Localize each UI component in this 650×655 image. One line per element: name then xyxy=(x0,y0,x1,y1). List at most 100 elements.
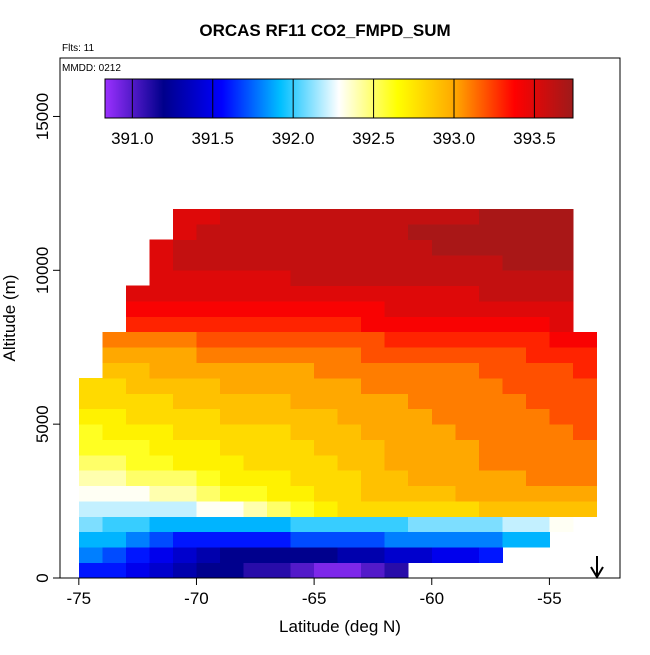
heatmap-cell xyxy=(125,531,150,548)
heatmap-cell xyxy=(149,362,174,379)
heatmap-cell xyxy=(243,239,268,256)
heatmap-cell xyxy=(314,270,339,287)
heatmap-cell xyxy=(361,285,386,302)
heatmap-cell xyxy=(196,485,221,502)
heatmap-cell xyxy=(431,501,456,517)
heatmap-cell xyxy=(384,224,409,240)
heatmap-cell xyxy=(220,516,244,533)
heatmap-cell xyxy=(455,378,480,394)
heatmap-cell xyxy=(572,485,597,502)
heatmap-cell xyxy=(220,254,244,271)
heatmap-cell xyxy=(384,270,409,287)
heatmap-cell xyxy=(455,439,480,456)
heatmap-cell xyxy=(384,285,409,302)
heatmap-cell xyxy=(455,485,480,502)
heatmap-cell xyxy=(267,531,291,548)
heatmap-cell xyxy=(243,208,268,225)
heatmap-cell xyxy=(455,239,480,256)
heatmap-cell xyxy=(220,378,244,394)
heatmap-cell xyxy=(549,239,574,256)
heatmap-cell xyxy=(196,362,221,379)
heatmap-cell xyxy=(384,378,409,394)
heatmap-cell xyxy=(431,224,456,240)
heatmap-cell xyxy=(290,393,315,410)
heatmap-cell xyxy=(125,393,150,410)
heatmap-cell xyxy=(102,501,127,517)
heatmap-cell xyxy=(408,301,433,317)
heatmap-cell xyxy=(337,408,362,425)
heatmap-cell xyxy=(314,208,339,225)
colorbar-tick-label: 391.5 xyxy=(191,129,234,148)
heatmap-cell xyxy=(525,316,550,333)
heatmap-cell xyxy=(172,254,197,271)
heatmap-cell xyxy=(455,224,480,240)
heatmap-cell xyxy=(549,485,574,502)
heatmap-cell xyxy=(267,301,291,317)
heatmap-cell xyxy=(502,378,527,394)
heatmap-cell xyxy=(196,562,221,579)
heatmap-cell xyxy=(572,439,597,456)
heatmap-cell xyxy=(220,470,244,487)
heatmap-cell xyxy=(196,531,221,548)
heatmap-cell xyxy=(549,501,574,517)
heatmap-cell xyxy=(384,424,409,440)
heatmap-cell xyxy=(502,454,527,471)
heatmap-cell xyxy=(478,362,503,379)
heatmap-cell xyxy=(455,208,480,225)
heatmap-cell xyxy=(337,316,362,333)
heatmap-cell xyxy=(525,239,550,256)
heatmap-cell xyxy=(337,562,362,579)
heatmap-cell xyxy=(408,470,433,487)
heatmap-cell xyxy=(267,485,291,502)
heatmap-cell xyxy=(290,362,315,379)
heatmap-cell xyxy=(502,485,527,502)
heatmap-cell xyxy=(384,393,409,410)
heatmap-cell xyxy=(455,408,480,425)
heatmap-cell xyxy=(572,393,597,410)
heatmap-cell xyxy=(125,408,150,425)
heatmap-cell xyxy=(337,362,362,379)
heatmap-cell xyxy=(220,270,244,287)
heatmap-cell xyxy=(314,470,339,487)
heatmap-cell xyxy=(149,254,174,271)
heatmap-cell xyxy=(361,316,386,333)
heatmap-cell xyxy=(267,331,291,348)
heatmap-cell xyxy=(172,516,197,533)
heatmap-cell xyxy=(149,562,174,579)
heatmap-cell xyxy=(361,393,386,410)
heatmap-cell xyxy=(102,378,127,394)
heatmap-cell xyxy=(125,347,150,364)
heatmap-cell xyxy=(502,501,527,517)
heatmap-cell xyxy=(549,378,574,394)
heatmap-cell xyxy=(243,285,268,302)
heatmap-cell xyxy=(361,531,386,548)
heatmap-cell xyxy=(149,378,174,394)
heatmap-cell xyxy=(220,301,244,317)
heatmap-cell xyxy=(267,393,291,410)
heatmap-cell xyxy=(149,516,174,533)
chart-title: ORCAS RF11 CO2_FMPD_SUM xyxy=(199,21,450,40)
heatmap-cell xyxy=(196,254,221,271)
heatmap-cell xyxy=(549,362,574,379)
heatmap-cell xyxy=(431,301,456,317)
heatmap-cell xyxy=(384,562,409,579)
heatmap-cell xyxy=(431,362,456,379)
heatmap-cell xyxy=(243,531,268,548)
heatmap-cell xyxy=(220,562,244,579)
heatmap-cell xyxy=(455,393,480,410)
heatmap-cell xyxy=(196,285,221,302)
heatmap-cell xyxy=(431,470,456,487)
heatmap-cell xyxy=(431,516,456,533)
heatmap-cell xyxy=(502,531,527,548)
heatmap-cell xyxy=(290,208,315,225)
heatmap-cell xyxy=(337,547,362,564)
heatmap-cell xyxy=(172,454,197,471)
heatmap-cell xyxy=(220,424,244,440)
heatmap-cell xyxy=(455,516,480,533)
heatmap-cell xyxy=(478,270,503,287)
heatmap-cell xyxy=(267,316,291,333)
heatmap-cell xyxy=(125,454,150,471)
heatmap-cell xyxy=(502,408,527,425)
heatmap-cell xyxy=(337,516,362,533)
heatmap-cell xyxy=(172,347,197,364)
